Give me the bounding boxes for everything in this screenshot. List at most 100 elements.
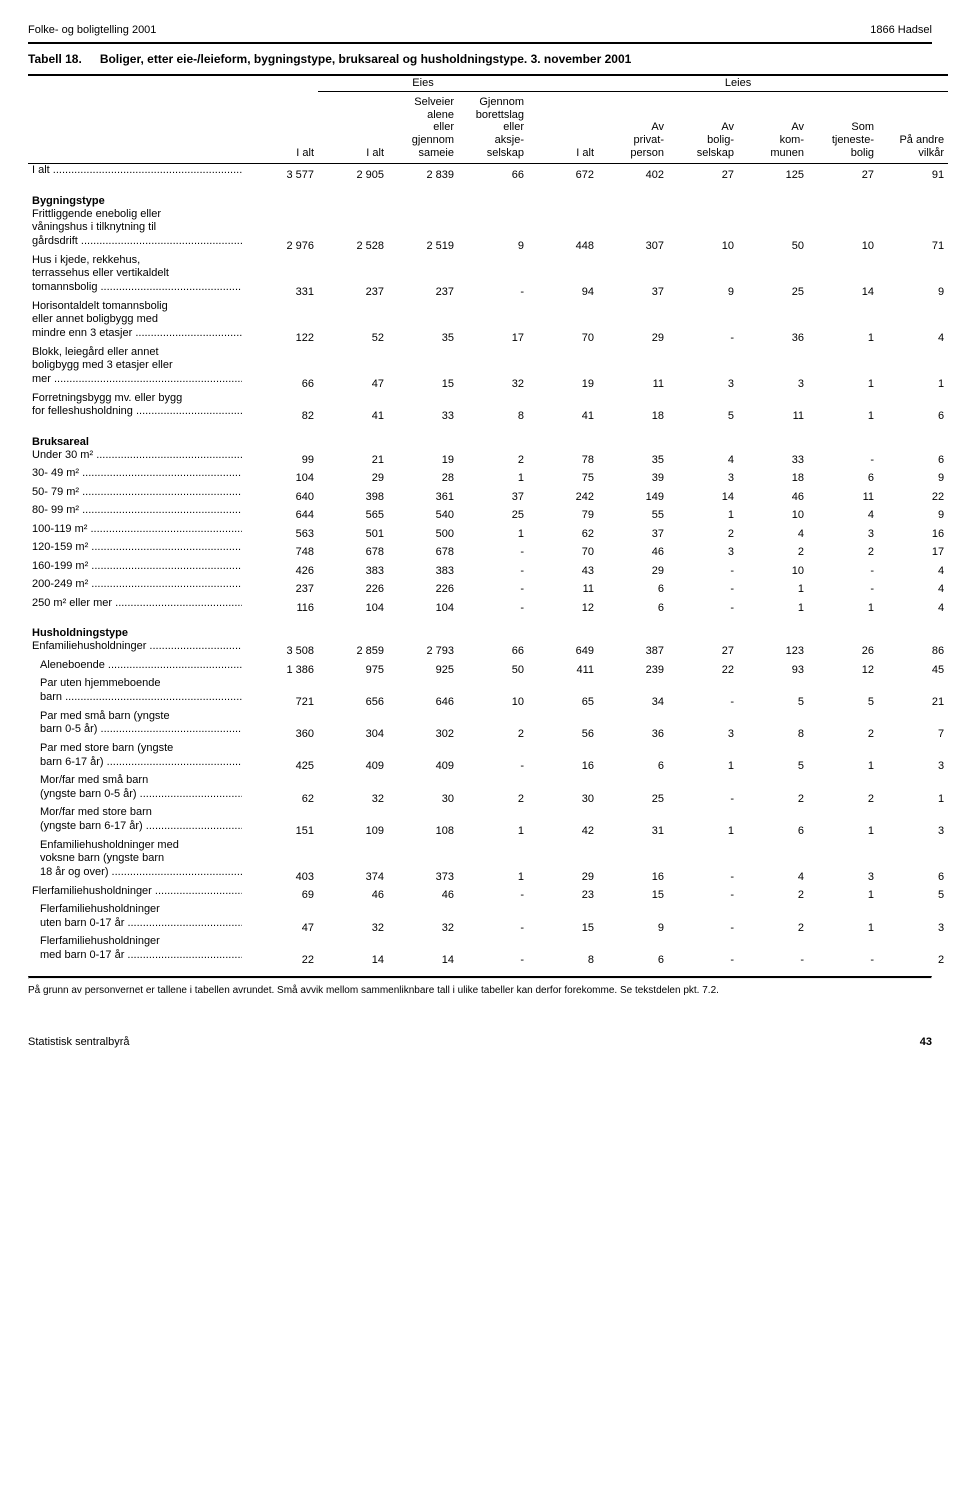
row-label: Horisontaldelt tomannsbolig (28, 300, 248, 314)
section-head: Husholdningstype (28, 615, 948, 640)
cell: 2 (808, 723, 878, 742)
cell: 47 (248, 917, 318, 936)
cell: 4 (878, 560, 948, 579)
cell: 3 (668, 723, 738, 742)
table-row: barn ...................................… (28, 691, 948, 710)
cell: 2 (458, 449, 528, 468)
cell: 21 (878, 691, 948, 710)
section-head: Bygningstype (28, 183, 948, 208)
table-row: Horisontaldelt tomannsbolig (28, 300, 948, 314)
colhead-privat: Av privat- person (598, 92, 668, 164)
table-row: 18 år og over) .........................… (28, 866, 948, 885)
cell: 302 (388, 723, 458, 742)
cell: 1 (808, 597, 878, 616)
table-row: I alt ..................................… (28, 164, 948, 183)
cell: 1 (808, 885, 878, 904)
cell: 2 (738, 541, 808, 560)
cell: 448 (528, 235, 598, 254)
cell: 1 (668, 504, 738, 523)
cell: - (458, 578, 528, 597)
cell: 10 (738, 504, 808, 523)
cell: 7 (878, 723, 948, 742)
cell: 9 (878, 504, 948, 523)
colhead-ialt2: I alt (318, 92, 388, 164)
cell: 43 (528, 560, 598, 579)
cell: 975 (318, 659, 388, 678)
cell: - (668, 597, 738, 616)
main-table: Eies Leies I alt I alt Selveier alene el… (28, 74, 948, 968)
cell: 70 (528, 541, 598, 560)
row-label: 30- 49 m² ..............................… (28, 467, 248, 486)
table-row: Par med store barn (yngste (28, 742, 948, 756)
cell: 2 (458, 788, 528, 807)
colhead-andre: På andre vilkår (878, 92, 948, 164)
cell: 2 976 (248, 235, 318, 254)
cell: 31 (598, 820, 668, 839)
cell: 29 (598, 560, 668, 579)
row-label: Mor/far med store barn (28, 806, 248, 820)
cell: 78 (528, 449, 598, 468)
cell: 304 (318, 723, 388, 742)
table-row: Blokk, leiegård eller annet (28, 346, 948, 360)
cell: 17 (878, 541, 948, 560)
colhead-gjennom: Gjennom borettslag eller aksje- selskap (458, 92, 528, 164)
cell: 149 (598, 486, 668, 505)
cell: 82 (248, 405, 318, 424)
table-number: Tabell 18. (28, 52, 82, 66)
cell: 32 (318, 917, 388, 936)
colhead-bolig: Av bolig- selskap (668, 92, 738, 164)
table-row: uten barn 0-17 år ......................… (28, 917, 948, 936)
cell: 35 (598, 449, 668, 468)
table-row: boligbygg med 3 etasjer eller (28, 359, 948, 373)
cell: 1 (738, 597, 808, 616)
cell: 116 (248, 597, 318, 616)
cell: - (458, 281, 528, 300)
cell: 540 (388, 504, 458, 523)
cell: 66 (248, 373, 318, 392)
cell: 3 577 (248, 164, 318, 183)
cell: 1 (808, 405, 878, 424)
cell: 3 (878, 820, 948, 839)
cell: 2 (738, 917, 808, 936)
cell: 14 (318, 949, 388, 968)
table-row: Mor/far med store barn (28, 806, 948, 820)
cell: 646 (388, 691, 458, 710)
cell: 14 (808, 281, 878, 300)
cell: 10 (738, 560, 808, 579)
cell: 19 (388, 449, 458, 468)
cell: 36 (598, 723, 668, 742)
cell: 55 (598, 504, 668, 523)
table-row: Hus i kjede, rekkehus, (28, 254, 948, 268)
cell: 35 (388, 327, 458, 346)
cell: 3 (878, 917, 948, 936)
cell: 4 (738, 866, 808, 885)
footer-right: 43 (920, 1036, 932, 1048)
cell: 41 (528, 405, 598, 424)
cell: - (808, 578, 878, 597)
row-label: voksne barn (yngste barn (28, 852, 248, 866)
cell: 644 (248, 504, 318, 523)
cell: 2 (878, 949, 948, 968)
cell: 6 (598, 756, 668, 775)
cell: 4 (668, 449, 738, 468)
cell: 5 (738, 691, 808, 710)
row-label: Aleneboende ............................… (28, 659, 248, 678)
header-rule (28, 42, 932, 44)
cell: 37 (458, 486, 528, 505)
cell: 26 (808, 640, 878, 659)
cell: 8 (458, 405, 528, 424)
cell: 66 (458, 164, 528, 183)
cell: 1 (808, 373, 878, 392)
cell: 21 (318, 449, 388, 468)
cell: 2 839 (388, 164, 458, 183)
cell: 242 (528, 486, 598, 505)
cell: - (668, 560, 738, 579)
cell: 9 (598, 917, 668, 936)
cell: 93 (738, 659, 808, 678)
cell: 1 386 (248, 659, 318, 678)
cell: 25 (458, 504, 528, 523)
table-row: Flerfamiliehusholdninger (28, 903, 948, 917)
colhead-kommune: Av kom- munen (738, 92, 808, 164)
cell: 104 (388, 597, 458, 616)
cell: 27 (668, 640, 738, 659)
